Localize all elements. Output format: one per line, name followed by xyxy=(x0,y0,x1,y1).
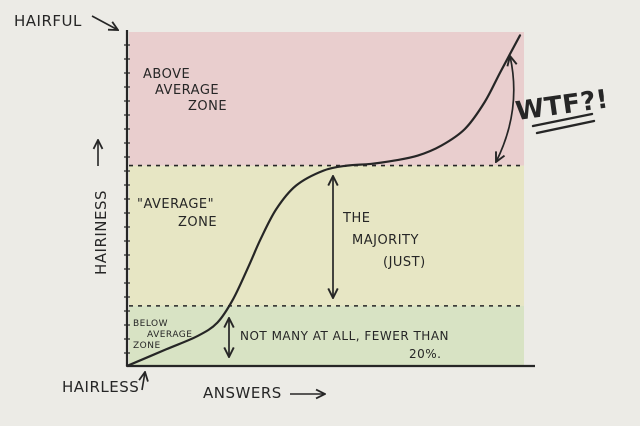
y-axis-label: HAIRINESS xyxy=(92,190,110,275)
x-axis-label: ANSWERS xyxy=(203,384,282,402)
zone-below-label-line: BELOW xyxy=(133,319,168,329)
zone-above-label: ABOVE AVERAGE ZONE xyxy=(143,67,227,114)
y-top-label: HAIRFUL xyxy=(14,12,82,30)
zone-below-band xyxy=(129,305,524,366)
zone-below-label: BELOW AVERAGE ZONE xyxy=(133,319,192,351)
zone-average-label: "AVERAGE" ZONE xyxy=(137,197,217,230)
wtf-arrow xyxy=(496,56,514,162)
few-annotation: NOT MANY AT ALL, FEWER THAN 20%. xyxy=(240,329,449,361)
zone-above-label-line: AVERAGE xyxy=(155,83,219,98)
zone-below-label-line: ZONE xyxy=(133,341,161,351)
zone-above-band xyxy=(129,32,524,166)
y-bottom-label-arrow xyxy=(142,372,145,391)
zone-average-label-line: "AVERAGE" xyxy=(137,197,214,212)
majority-annotation-line: THE xyxy=(342,211,370,226)
wtf-underline xyxy=(531,112,596,135)
few-annotation-line: NOT MANY AT ALL, FEWER THAN xyxy=(240,329,449,343)
data-curve xyxy=(125,34,522,368)
y-top-label-arrow xyxy=(91,15,118,30)
zone-average-band xyxy=(129,165,524,306)
zone-below-label-line: AVERAGE xyxy=(147,330,192,340)
few-annotation-line: 20%. xyxy=(409,347,442,361)
majority-annotation-line: (JUST) xyxy=(383,255,426,270)
zone-above-label-line: ZONE xyxy=(188,99,227,114)
zone-above-label-line: ABOVE xyxy=(143,67,190,82)
y-bottom-label: HAIRLESS xyxy=(62,378,139,396)
y-axis-ticks xyxy=(124,44,130,354)
majority-annotation-line: MAJORITY xyxy=(352,233,419,248)
zone-average-label-line: ZONE xyxy=(178,215,217,230)
majority-annotation: THE MAJORITY (JUST) xyxy=(342,211,426,270)
